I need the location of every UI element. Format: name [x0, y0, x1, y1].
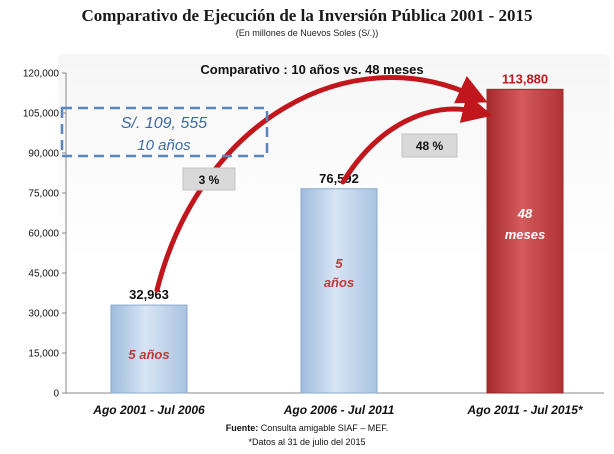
pct-label-large: 48 % — [416, 139, 444, 153]
pct-badge-small — [182, 167, 236, 191]
x-tick-label: Ago 2011 - Jul 2015* — [466, 403, 583, 417]
bar-value-label: 76,592 — [319, 171, 359, 186]
arrow-from-bar1 — [154, 75, 488, 293]
y-tick-label: 0 — [53, 389, 59, 400]
x-tick-label: Ago 2001 - Jul 2006 — [92, 403, 205, 417]
y-tick-label: 120,000 — [23, 69, 60, 80]
total-10-years-box — [60, 106, 269, 158]
chart-header-annotation: Comparativo : 10 años vs. 48 meses — [200, 62, 423, 77]
y-tick-label: 30,000 — [28, 309, 59, 320]
y-tick-label: 105,000 — [23, 109, 60, 120]
y-tick-label: 15,000 — [28, 349, 59, 360]
bar — [300, 188, 378, 394]
x-tick-label: Ago 2006 - Jul 2011 — [283, 403, 395, 417]
total-amount-label: S/. 109, 555 — [121, 115, 207, 132]
bar-inner-label: 5 años — [128, 347, 169, 362]
bar-value-label: 32,963 — [129, 287, 169, 302]
data-date-note: *Datos al 31 de julio del 2015 — [248, 437, 366, 447]
bar-inner-label: 5 — [335, 256, 343, 271]
source-text: Consulta amigable SIAF – MEF. — [258, 423, 389, 433]
bar — [486, 88, 564, 394]
source-label: Fuente: — [225, 423, 259, 433]
total-period-label: 10 años — [137, 137, 191, 154]
y-tick-label: 75,000 — [28, 189, 59, 200]
source-note: Fuente: Consulta amigable SIAF – MEF. — [0, 423, 614, 433]
bar-value-label: 113,880 — [502, 71, 548, 86]
page-title: Comparativo de Ejecución de la Inversión… — [81, 6, 533, 25]
page-subtitle: (En millones de Nuevos Soles (S/.)) — [235, 28, 379, 38]
bar-inner-label: 48 — [517, 206, 533, 221]
bar-inner-label: años — [324, 275, 354, 290]
y-tick-label: 45,000 — [28, 269, 59, 280]
pct-badge-large — [401, 133, 458, 158]
bar-inner-label: meses — [505, 227, 545, 242]
y-tick-label: 60,000 — [28, 229, 59, 240]
pct-label-small: 3 % — [199, 173, 220, 187]
arrow-from-bar2 — [340, 93, 493, 185]
y-tick-label: 90,000 — [28, 149, 59, 160]
bar — [110, 304, 188, 394]
